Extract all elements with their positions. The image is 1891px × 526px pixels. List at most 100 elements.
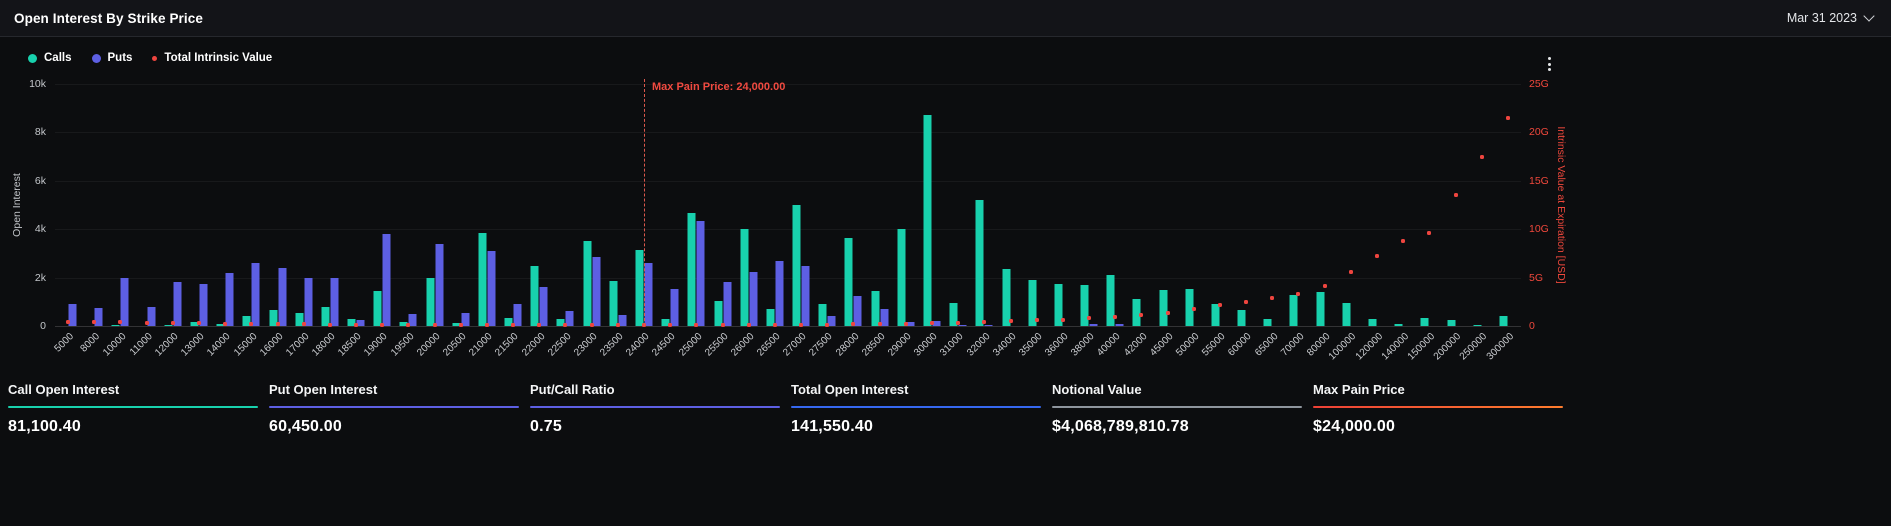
bar-calls-36000[interactable] bbox=[1054, 283, 1063, 326]
intrinsic-dot-28500[interactable] bbox=[877, 322, 882, 327]
bar-puts-15000[interactable] bbox=[251, 263, 260, 326]
bar-puts-18500[interactable] bbox=[356, 319, 365, 326]
intrinsic-dot-70000[interactable] bbox=[1296, 292, 1301, 297]
bar-calls-35000[interactable] bbox=[1028, 280, 1037, 326]
intrinsic-dot-26000[interactable] bbox=[746, 323, 751, 327]
bar-calls-40000[interactable] bbox=[1106, 275, 1115, 326]
bar-calls-38000[interactable] bbox=[1080, 284, 1089, 326]
bar-puts-26000[interactable] bbox=[749, 271, 758, 326]
bar-puts-40000[interactable] bbox=[1115, 324, 1124, 326]
intrinsic-dot-50000[interactable] bbox=[1191, 307, 1196, 312]
intrinsic-dot-12000[interactable] bbox=[170, 321, 175, 326]
intrinsic-dot-23500[interactable] bbox=[615, 323, 620, 327]
bar-puts-31000[interactable] bbox=[958, 324, 967, 326]
bar-calls-23500[interactable] bbox=[609, 281, 618, 326]
intrinsic-dot-23000[interactable] bbox=[589, 323, 594, 327]
bar-calls-300000[interactable] bbox=[1499, 316, 1508, 326]
bar-puts-17000[interactable] bbox=[304, 277, 313, 326]
intrinsic-dot-28000[interactable] bbox=[851, 322, 856, 327]
bar-calls-250000[interactable] bbox=[1473, 324, 1482, 326]
bar-calls-27500[interactable] bbox=[818, 304, 827, 326]
bar-calls-23000[interactable] bbox=[583, 241, 592, 326]
intrinsic-dot-22500[interactable] bbox=[563, 323, 568, 327]
bar-puts-25500[interactable] bbox=[723, 282, 732, 326]
bar-calls-32000[interactable] bbox=[975, 200, 984, 326]
bar-calls-22500[interactable] bbox=[556, 318, 565, 326]
bar-calls-22000[interactable] bbox=[530, 265, 539, 326]
intrinsic-dot-140000[interactable] bbox=[1401, 238, 1406, 243]
intrinsic-dot-10000[interactable] bbox=[118, 320, 123, 325]
bar-calls-15000[interactable] bbox=[242, 316, 251, 326]
intrinsic-dot-21500[interactable] bbox=[511, 323, 516, 327]
bar-calls-29000[interactable] bbox=[897, 229, 906, 326]
bar-calls-70000[interactable] bbox=[1289, 294, 1298, 326]
bar-calls-150000[interactable] bbox=[1420, 317, 1429, 326]
bar-calls-140000[interactable] bbox=[1394, 323, 1403, 326]
bar-calls-12000[interactable] bbox=[164, 324, 173, 326]
bar-puts-8000[interactable] bbox=[94, 307, 103, 326]
intrinsic-dot-24500[interactable] bbox=[668, 323, 673, 327]
bar-calls-42000[interactable] bbox=[1132, 299, 1141, 326]
intrinsic-dot-11000[interactable] bbox=[144, 320, 149, 325]
bar-puts-22500[interactable] bbox=[565, 311, 574, 326]
intrinsic-dot-250000[interactable] bbox=[1479, 154, 1484, 159]
intrinsic-dot-55000[interactable] bbox=[1217, 303, 1222, 308]
bar-calls-50000[interactable] bbox=[1185, 288, 1194, 326]
intrinsic-dot-20500[interactable] bbox=[458, 323, 463, 327]
bar-puts-14000[interactable] bbox=[225, 272, 234, 326]
intrinsic-dot-31000[interactable] bbox=[956, 320, 961, 325]
intrinsic-dot-100000[interactable] bbox=[1348, 269, 1353, 274]
bar-puts-28500[interactable] bbox=[880, 309, 889, 326]
bar-puts-23000[interactable] bbox=[592, 257, 601, 326]
bar-puts-5000[interactable] bbox=[68, 304, 77, 326]
bar-puts-30000[interactable] bbox=[932, 321, 941, 326]
intrinsic-dot-21000[interactable] bbox=[484, 323, 489, 327]
bar-calls-17000[interactable] bbox=[295, 312, 304, 326]
intrinsic-dot-30000[interactable] bbox=[929, 321, 934, 326]
bar-calls-120000[interactable] bbox=[1368, 318, 1377, 326]
bar-puts-10000[interactable] bbox=[120, 277, 129, 326]
intrinsic-dot-17000[interactable] bbox=[301, 322, 306, 327]
bar-calls-19000[interactable] bbox=[373, 290, 382, 326]
bar-puts-20500[interactable] bbox=[461, 312, 470, 326]
intrinsic-dot-19500[interactable] bbox=[406, 322, 411, 327]
intrinsic-dot-18000[interactable] bbox=[327, 322, 332, 327]
intrinsic-dot-42000[interactable] bbox=[1139, 313, 1144, 318]
intrinsic-dot-16000[interactable] bbox=[275, 322, 280, 327]
bar-calls-26500[interactable] bbox=[766, 309, 775, 326]
bar-calls-21000[interactable] bbox=[478, 232, 487, 326]
intrinsic-dot-32000[interactable] bbox=[982, 320, 987, 325]
bar-puts-20000[interactable] bbox=[435, 243, 444, 326]
intrinsic-dot-34000[interactable] bbox=[1008, 318, 1013, 323]
bar-calls-13000[interactable] bbox=[190, 322, 199, 326]
intrinsic-dot-65000[interactable] bbox=[1270, 295, 1275, 300]
bar-puts-24000[interactable] bbox=[644, 263, 653, 326]
bar-calls-45000[interactable] bbox=[1159, 289, 1168, 326]
intrinsic-dot-13000[interactable] bbox=[196, 321, 201, 326]
bar-calls-21500[interactable] bbox=[504, 317, 513, 326]
bar-calls-80000[interactable] bbox=[1316, 292, 1325, 326]
intrinsic-dot-19000[interactable] bbox=[380, 322, 385, 327]
bar-puts-13000[interactable] bbox=[199, 283, 208, 326]
bar-calls-18500[interactable] bbox=[347, 318, 356, 326]
intrinsic-dot-40000[interactable] bbox=[1113, 314, 1118, 319]
bar-calls-30000[interactable] bbox=[923, 115, 932, 326]
bar-calls-65000[interactable] bbox=[1263, 318, 1272, 326]
bar-calls-100000[interactable] bbox=[1342, 303, 1351, 326]
bar-puts-22000[interactable] bbox=[539, 287, 548, 326]
bar-calls-25000[interactable] bbox=[687, 213, 696, 326]
intrinsic-dot-26500[interactable] bbox=[772, 323, 777, 327]
more-options-button[interactable] bbox=[1540, 52, 1558, 76]
intrinsic-dot-80000[interactable] bbox=[1322, 284, 1327, 289]
bar-puts-25000[interactable] bbox=[696, 220, 705, 326]
bar-calls-10000[interactable] bbox=[111, 324, 120, 326]
bar-puts-27500[interactable] bbox=[827, 316, 836, 326]
bar-calls-18000[interactable] bbox=[321, 306, 330, 326]
intrinsic-dot-120000[interactable] bbox=[1375, 254, 1380, 259]
bar-calls-28000[interactable] bbox=[844, 237, 853, 326]
bar-calls-24500[interactable] bbox=[661, 318, 670, 326]
legend-item-total-intrinsic-value[interactable]: Total Intrinsic Value bbox=[152, 52, 272, 64]
bar-calls-24000[interactable] bbox=[635, 249, 644, 326]
intrinsic-dot-38000[interactable] bbox=[1087, 316, 1092, 321]
intrinsic-dot-27500[interactable] bbox=[825, 322, 830, 327]
